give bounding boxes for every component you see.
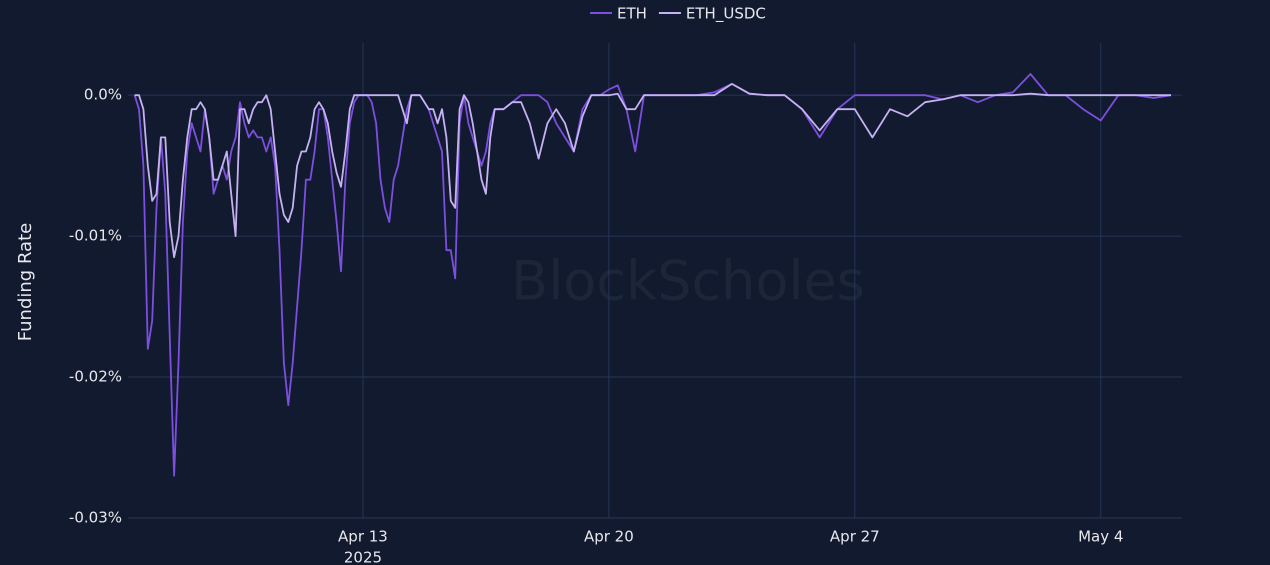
x-tick-label: Apr 27 bbox=[830, 528, 880, 546]
x-tick-label: May 4 bbox=[1078, 528, 1123, 546]
legend: ETH ETH_USDC bbox=[590, 5, 766, 24]
x-tick-label: Apr 20 bbox=[584, 528, 634, 546]
x-year-label: 2025 bbox=[344, 549, 382, 565]
y-axis-title: Funding Rate bbox=[15, 223, 36, 341]
legend-label: ETH_USDC bbox=[686, 5, 766, 24]
legend-label: ETH bbox=[617, 5, 647, 23]
x-tick-label: Apr 13 bbox=[338, 528, 388, 546]
y-tick-label: -0.03% bbox=[69, 509, 122, 527]
y-tick-label: -0.01% bbox=[69, 227, 122, 245]
y-tick-label: 0.0% bbox=[84, 86, 122, 104]
series-line bbox=[134, 83, 1171, 259]
y-tick-label: -0.02% bbox=[69, 368, 122, 386]
watermark: BlockScholes bbox=[511, 250, 865, 313]
